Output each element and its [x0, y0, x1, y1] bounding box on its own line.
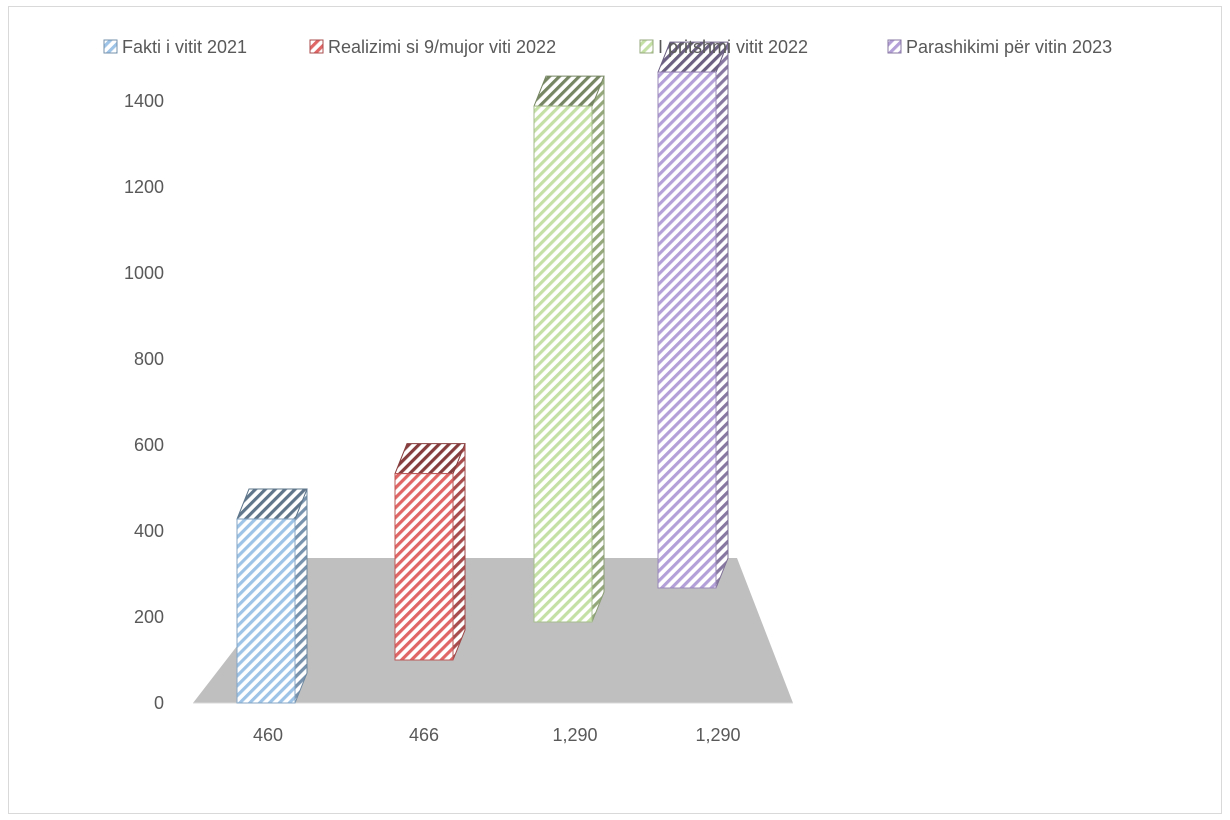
- bar: [236, 488, 308, 704]
- y-tick-label: 200: [134, 607, 164, 627]
- x-tick-label: 460: [253, 725, 283, 745]
- bar-front-face: [236, 518, 296, 704]
- y-tick-label: 1400: [124, 91, 164, 111]
- bar-side-face: [452, 443, 466, 661]
- bar-top-face: [236, 488, 308, 520]
- bar-top-face: [394, 443, 466, 475]
- bar: [657, 41, 729, 589]
- legend-item: Parashikimi për vitin 2023: [887, 37, 1112, 57]
- bar-top-face: [533, 75, 605, 107]
- legend-label: I pritshmi vitit 2022: [658, 37, 808, 57]
- bar: [394, 443, 466, 661]
- y-tick-label: 0: [154, 693, 164, 713]
- legend-label: Fakti i vitit 2021: [122, 37, 247, 57]
- x-tick-label: 1,290: [695, 725, 740, 745]
- chart-floor: [193, 558, 793, 703]
- y-tick-label: 1000: [124, 263, 164, 283]
- legend-swatch: [887, 39, 902, 54]
- legend-item: Realizimi si 9/mujor viti 2022: [309, 37, 556, 57]
- bar-front-face: [394, 473, 454, 661]
- bar-side-face: [591, 75, 605, 623]
- legend-item: I pritshmi vitit 2022: [639, 37, 808, 57]
- x-tick-label: 1,290: [552, 725, 597, 745]
- bar-front-face: [533, 105, 593, 623]
- legend-swatch: [309, 39, 324, 54]
- bar-side-face: [715, 41, 729, 589]
- y-tick-label: 800: [134, 349, 164, 369]
- legend-swatch: [103, 39, 118, 54]
- legend-label: Parashikimi për vitin 2023: [906, 37, 1112, 57]
- x-tick-label: 466: [409, 725, 439, 745]
- y-tick-label: 1200: [124, 177, 164, 197]
- y-tick-label: 600: [134, 435, 164, 455]
- bar-front-face: [657, 71, 717, 589]
- legend-swatch: [639, 39, 654, 54]
- bar: [533, 75, 605, 623]
- bar-side-face: [294, 488, 308, 704]
- legend-label: Realizimi si 9/mujor viti 2022: [328, 37, 556, 57]
- legend-item: Fakti i vitit 2021: [103, 37, 247, 57]
- y-tick-label: 400: [134, 521, 164, 541]
